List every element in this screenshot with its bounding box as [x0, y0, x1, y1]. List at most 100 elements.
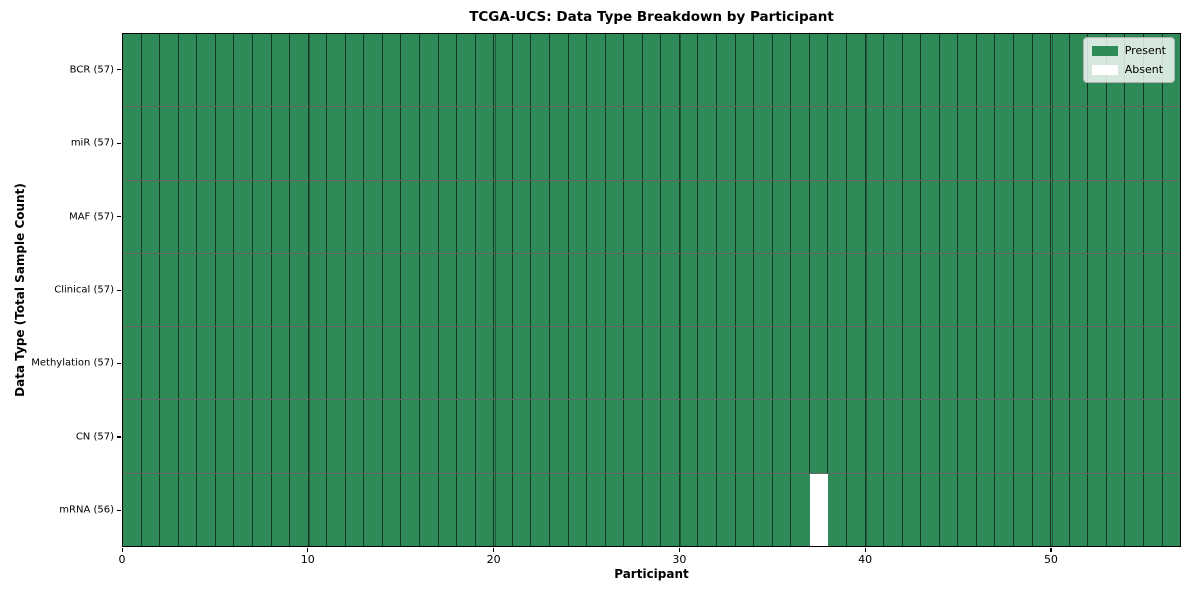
- heatmap-cell-present: [846, 327, 866, 400]
- legend-swatch-absent: [1091, 64, 1118, 75]
- heatmap-cell-present: [717, 327, 736, 400]
- heatmap-cell-present: [420, 34, 439, 107]
- heatmap-cell-present: [976, 400, 996, 473]
- heatmap-cell-present: [884, 327, 903, 400]
- heatmap-cell-present: [123, 473, 142, 546]
- heatmap-cell-present: [884, 180, 903, 253]
- heatmap-row-methylation: [123, 327, 1181, 401]
- heatmap-cell-present: [791, 107, 810, 180]
- heatmap-cell-present: [345, 107, 365, 180]
- heatmap-cell-present: [642, 107, 662, 180]
- heatmap-cell-present: [865, 473, 885, 546]
- heatmap-cell-present: [846, 107, 866, 180]
- heatmap-cell-present: [382, 34, 402, 107]
- y-tick-mark: [117, 69, 121, 71]
- heatmap-cell-present: [976, 34, 996, 107]
- heatmap-cell-present: [958, 34, 977, 107]
- heatmap-cell-present: [512, 107, 532, 180]
- x-gridline: [866, 34, 868, 546]
- heatmap-cell-present: [921, 34, 940, 107]
- heatmap-cell-present: [642, 327, 662, 400]
- heatmap-cell-present: [549, 327, 569, 400]
- heatmap-cell-present: [457, 400, 476, 473]
- heatmap-cell-present: [717, 253, 736, 327]
- heatmap-cell-present: [271, 34, 291, 107]
- heatmap-cell-present: [1051, 473, 1070, 546]
- heatmap-cell-present: [995, 473, 1014, 546]
- heatmap-cell-present: [215, 253, 235, 327]
- heatmap-cell-present: [197, 473, 216, 546]
- heatmap-cell-present: [382, 327, 402, 400]
- heatmap-cell-present: [382, 473, 402, 546]
- heatmap-cell-present: [791, 400, 810, 473]
- heatmap-cell-present: [698, 473, 717, 546]
- heatmap-cell-present: [290, 327, 309, 400]
- heatmap-cell-present: [178, 473, 198, 546]
- heatmap-cell-present: [1162, 400, 1181, 473]
- heatmap-cell-present: [382, 180, 402, 253]
- x-gridline: [1051, 34, 1053, 546]
- heatmap-cell-present: [290, 107, 309, 180]
- heatmap-cell-present: [178, 327, 198, 400]
- y-tick-label-methylation: Methylation (57): [31, 357, 114, 369]
- heatmap-cell-present: [661, 253, 680, 327]
- heatmap-cell-present: [717, 34, 736, 107]
- heatmap-cell-present: [1106, 107, 1126, 180]
- heatmap-cell-present: [958, 107, 977, 180]
- heatmap-cell-present: [679, 473, 699, 546]
- heatmap-cell-present: [605, 327, 625, 400]
- heatmap-cell-present: [197, 253, 216, 327]
- heatmap-cell-present: [1088, 180, 1107, 253]
- heatmap-cell-present: [642, 400, 662, 473]
- heatmap-plot-area: Present Absent: [122, 33, 1181, 547]
- legend: Present Absent: [1082, 37, 1175, 83]
- heatmap-cell-present: [252, 327, 272, 400]
- heatmap-cell-present: [754, 34, 773, 107]
- heatmap-cell-present: [902, 253, 922, 327]
- heatmap-cell-present: [308, 253, 328, 327]
- heatmap-cell-present: [420, 400, 439, 473]
- heatmap-cell-present: [828, 327, 847, 400]
- heatmap-cell-present: [1143, 180, 1163, 253]
- heatmap-cell-present: [735, 473, 755, 546]
- heatmap-cell-present: [438, 107, 458, 180]
- heatmap-cell-present: [141, 473, 161, 546]
- heatmap-cell-present: [939, 327, 959, 400]
- heatmap-cell-present: [1014, 107, 1033, 180]
- heatmap-row-maf: [123, 180, 1181, 254]
- heatmap-cell-present: [494, 473, 513, 546]
- heatmap-cell-present: [364, 327, 383, 400]
- heatmap-cell-present: [995, 180, 1014, 253]
- heatmap-cell-present: [308, 180, 328, 253]
- heatmap-cell-present: [382, 400, 402, 473]
- heatmap-cell-present: [1106, 253, 1126, 327]
- heatmap-cell-present: [939, 473, 959, 546]
- heatmap-cell-present: [178, 400, 198, 473]
- heatmap-cell-present: [252, 107, 272, 180]
- heatmap-cell-present: [1051, 34, 1070, 107]
- heatmap-cell-present: [828, 34, 847, 107]
- heatmap-cell-present: [1125, 473, 1144, 546]
- heatmap-cell-present: [679, 253, 699, 327]
- heatmap-cell-present: [438, 34, 458, 107]
- heatmap-cell-present: [568, 400, 588, 473]
- heatmap-cell-present: [475, 107, 495, 180]
- heatmap-cell-present: [401, 400, 420, 473]
- heatmap-cell-present: [679, 400, 699, 473]
- heatmap-cell-present: [865, 327, 885, 400]
- heatmap-cell-present: [197, 400, 216, 473]
- heatmap-cell-present: [735, 107, 755, 180]
- heatmap-cell-present: [475, 327, 495, 400]
- heatmap-cell-present: [1032, 34, 1052, 107]
- heatmap-cell-present: [939, 107, 959, 180]
- heatmap-cell-present: [327, 327, 346, 400]
- heatmap-cell-present: [420, 473, 439, 546]
- heatmap-cell-present: [1014, 327, 1033, 400]
- heatmap-cell-present: [160, 253, 179, 327]
- heatmap-cell-present: [160, 473, 179, 546]
- heatmap-cell-present: [1069, 400, 1089, 473]
- heatmap-cell-present: [976, 253, 996, 327]
- legend-items: Present Absent: [1091, 44, 1166, 76]
- heatmap-cell-present: [364, 400, 383, 473]
- x-axis-label: Participant: [614, 567, 689, 581]
